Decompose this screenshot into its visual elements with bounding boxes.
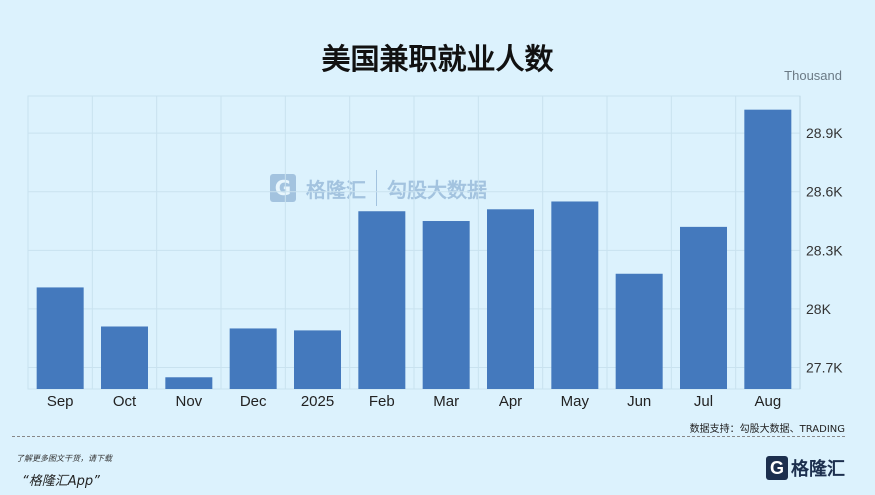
x-tick-label: Jul	[694, 393, 713, 410]
y-tick-label: 28.9K	[806, 125, 843, 141]
watermark-divider	[376, 170, 377, 206]
promo-text: 了解更多图文干货，请下载	[16, 454, 112, 463]
y-tick-label: 28.6K	[806, 184, 843, 200]
gelonghui-logo-icon: G	[766, 456, 788, 480]
watermark-brand: 格隆汇	[306, 177, 366, 202]
watermark-partner: 勾股大数据	[387, 177, 487, 202]
y-tick-label: 28.3K	[806, 242, 843, 258]
data-source: 数据支持：勾股大数据、TRADING	[689, 424, 845, 435]
bar-dec	[229, 328, 277, 389]
bar-apr	[487, 209, 534, 389]
brand-logo: G 格隆汇	[766, 455, 845, 481]
footer-divider	[12, 436, 845, 437]
x-tick-label: Jun	[627, 393, 651, 410]
bar-jun	[615, 273, 663, 389]
unit-label: Thousand	[784, 68, 842, 83]
x-tick-label: Aug	[754, 393, 781, 410]
y-tick-label: 27.7K	[806, 360, 843, 376]
logo-text: 格隆汇	[791, 459, 845, 480]
x-tick-label: Dec	[240, 393, 267, 410]
x-tick-label: 2025	[301, 393, 334, 410]
x-tick-label: Mar	[433, 393, 459, 410]
x-tick-label: Sep	[47, 393, 74, 410]
bar-nov	[165, 377, 213, 389]
bar-oct	[101, 326, 148, 389]
gelonghui-logo-icon: G	[270, 174, 296, 202]
x-tick-label: May	[561, 393, 590, 410]
bar-2025	[294, 330, 341, 389]
bar-feb	[358, 211, 406, 389]
bar-may	[551, 201, 599, 389]
x-tick-label: Oct	[113, 393, 137, 410]
x-tick-label: Feb	[369, 393, 395, 410]
bar-sep	[36, 287, 84, 389]
watermark: G 格隆汇 勾股大数据	[270, 170, 487, 206]
promo-app: “格隆汇App”	[22, 474, 100, 489]
bar-jul	[680, 226, 727, 389]
x-tick-label: Apr	[499, 393, 522, 410]
bar-mar	[422, 221, 470, 389]
x-tick-label: Nov	[175, 393, 202, 410]
y-tick-label: 28K	[806, 301, 832, 317]
bar-aug	[744, 109, 792, 389]
chart-title: 美国兼职就业人数	[321, 42, 554, 76]
